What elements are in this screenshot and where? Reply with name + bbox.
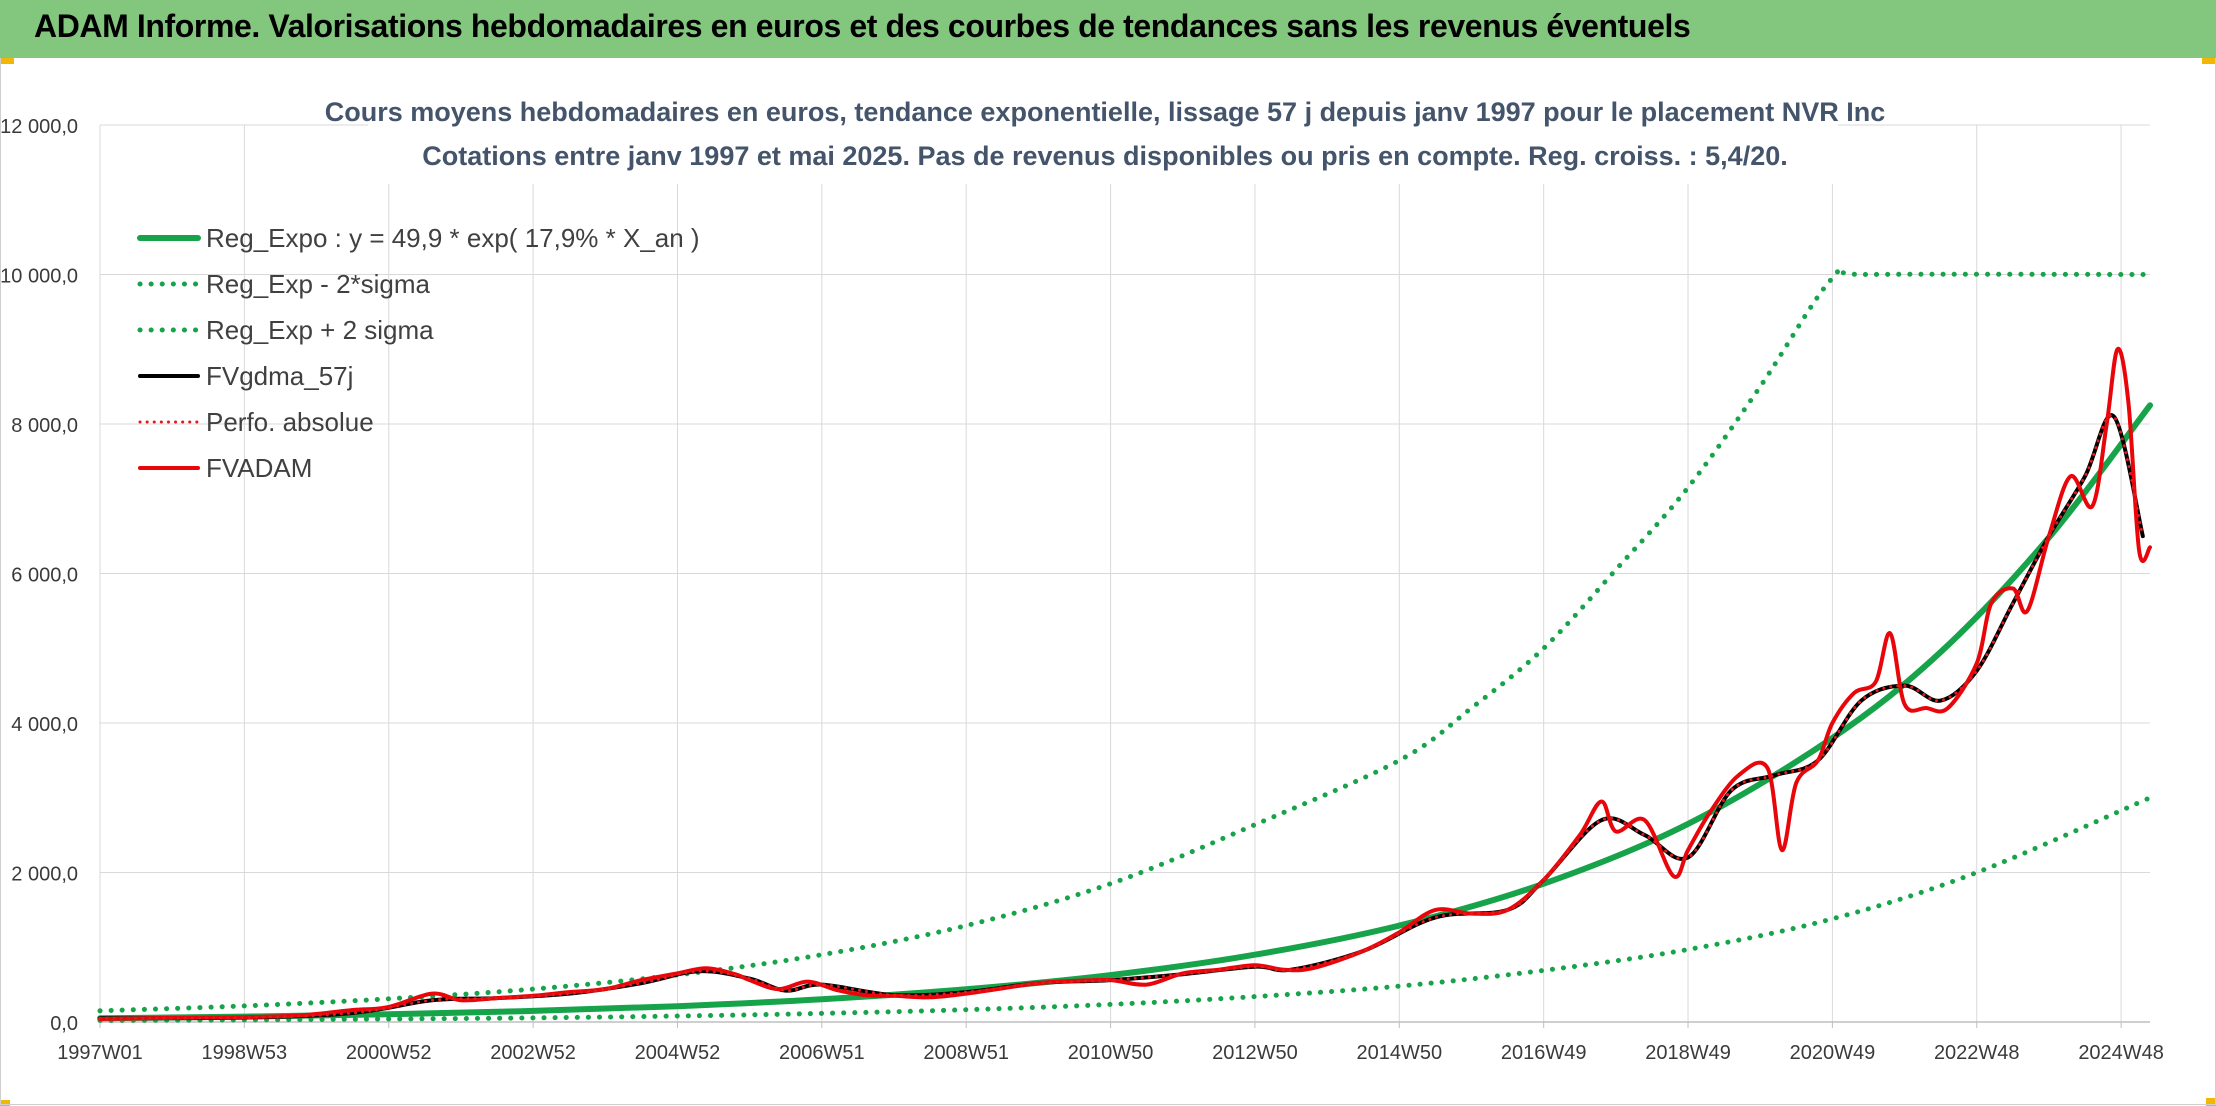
title-background: [368, 90, 1838, 184]
legend-label-reg_plus: Reg_Exp + 2 sigma: [206, 315, 434, 345]
x-tick-label: 2022W48: [1934, 1042, 2020, 1064]
corner-marker-top-right: [2202, 58, 2216, 64]
report-header: ADAM Informe. Valorisations hebdomadaire…: [0, 0, 2216, 58]
x-tick-label: 1998W53: [202, 1042, 288, 1064]
y-tick-label: 0,0: [50, 1013, 78, 1035]
corner-marker-bottom-left: [0, 1100, 10, 1106]
corner-marker-bottom-right: [2206, 1098, 2216, 1106]
chart-title: Cours moyens hebdomadaires en euros, ten…: [325, 97, 1886, 127]
x-tick-label: 2010W50: [1068, 1042, 1154, 1064]
series-line-reg_expo: [97, 402, 2153, 1022]
x-tick-label: 2008W51: [923, 1042, 1009, 1064]
x-tick-label: 2014W50: [1356, 1042, 1442, 1064]
y-tick-label: 10 000,0: [0, 266, 78, 288]
corner-marker-top-left: [0, 58, 14, 64]
x-tick-label: 2000W52: [346, 1042, 432, 1064]
legend-label-reg_expo: Reg_Expo : y = 49,9 * exp( 17,9% * X_an …: [206, 223, 700, 253]
x-tick-label: 2002W52: [490, 1042, 576, 1064]
grid-horizontal-lines: [100, 124, 2150, 1023]
series-line-perfo: [98, 413, 2145, 1020]
legend-label-fvadam: FVADAM: [206, 453, 312, 483]
y-tick-label: 2 000,0: [11, 864, 78, 886]
chart-titles: Cours moyens hebdomadaires en euros, ten…: [325, 90, 1886, 184]
y-axis: 0,0 2 000,0 4 000,0 6 000,0 8 000,0 10 000,0 1…: [0, 116, 78, 1035]
x-tick-label: 2018W49: [1645, 1042, 1731, 1064]
legend-label-perfo: Perfo. absolue: [206, 407, 374, 437]
report-title: ADAM Informe. Valorisations hebdomadaire…: [34, 8, 1691, 44]
series-layer: [97, 266, 2153, 1023]
legend: Reg_Expo : y = 49,9 * exp( 17,9% * X_an …: [137, 223, 700, 483]
y-tick-label: 4 000,0: [11, 714, 78, 736]
y-tick-label: 12 000,0: [0, 116, 78, 138]
series-line-fvadam: [98, 347, 2152, 1021]
x-axis: 1997W01 1998W53 2000W52 2002W52 2004W52 2006W…: [57, 1022, 2164, 1064]
x-tick-label: 2012W50: [1212, 1042, 1298, 1064]
x-tick-label: 2024W48: [2078, 1042, 2164, 1064]
x-tick-label: 2016W49: [1501, 1042, 1587, 1064]
legend-label-fvgdma: FVgdma_57j: [206, 361, 353, 391]
series-line-reg_plus: [97, 266, 2153, 1014]
x-tick-label: 2006W51: [779, 1042, 865, 1064]
y-tick-label: 6 000,0: [11, 565, 78, 587]
x-tick-label: 1997W01: [57, 1042, 143, 1064]
x-tick-label: 2020W49: [1790, 1042, 1876, 1064]
chart-subtitle: Cotations entre janv 1997 et mai 2025. P…: [422, 141, 1788, 171]
y-tick-label: 8 000,0: [11, 415, 78, 437]
x-tick-label: 2004W52: [635, 1042, 721, 1064]
series-line-reg_minus: [97, 795, 2153, 1023]
legend-label-reg_minus: Reg_Exp - 2*sigma: [206, 269, 431, 299]
